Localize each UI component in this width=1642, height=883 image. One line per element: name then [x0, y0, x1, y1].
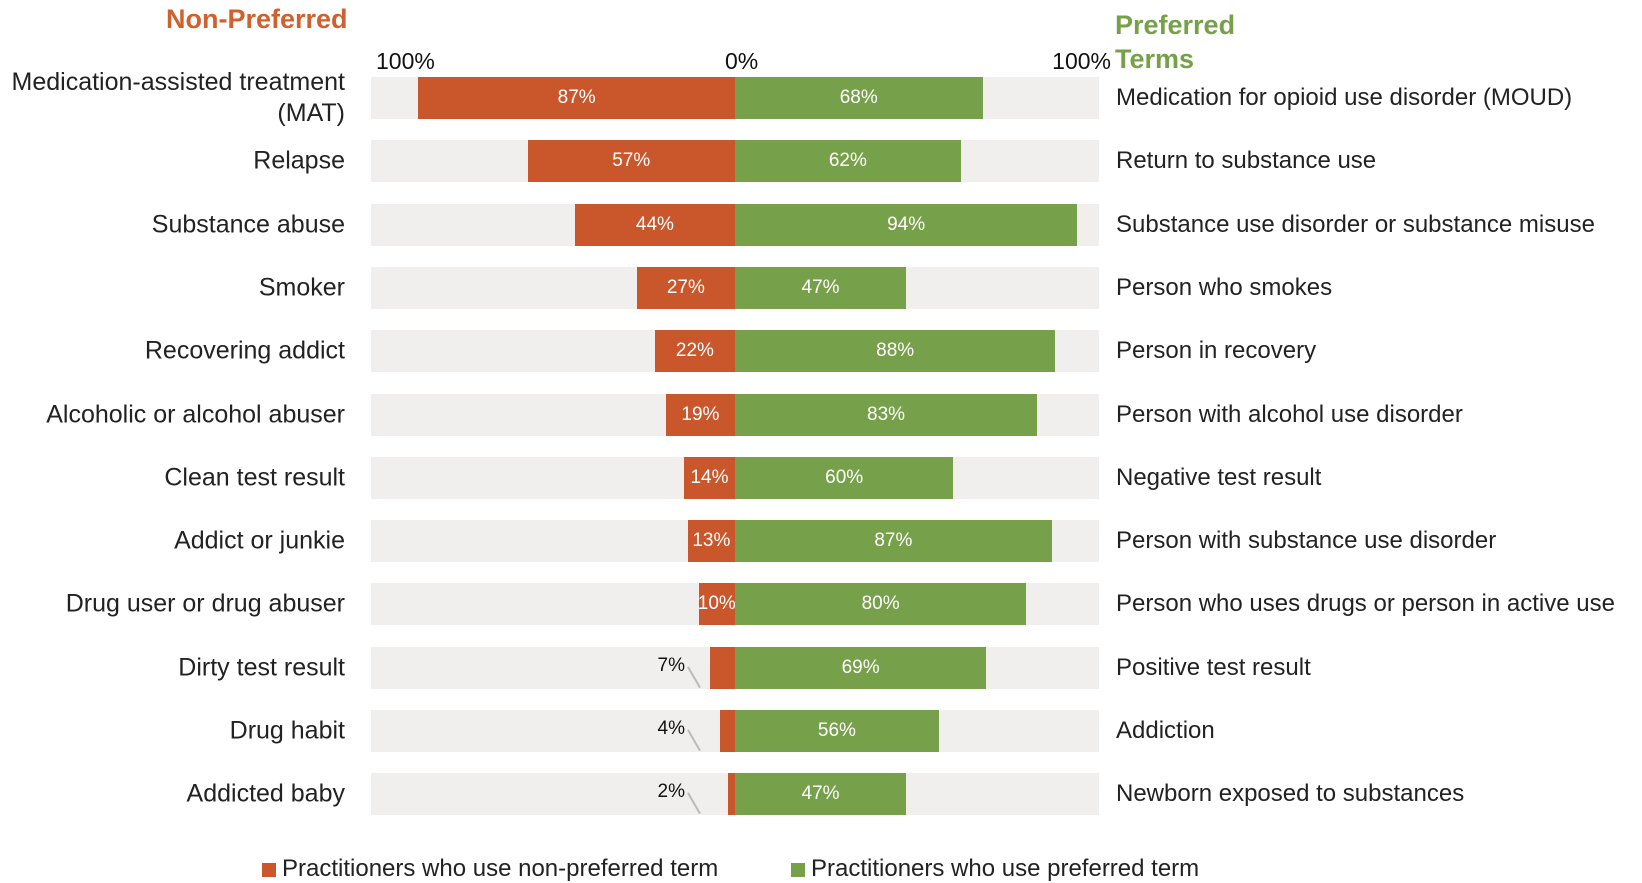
category-label: Addicted baby	[186, 779, 345, 808]
preferred-term-label: Substance use disorder or substance misu…	[1116, 210, 1595, 238]
preferred-term-label: Person who smokes	[1116, 273, 1333, 301]
x-tick-label: 100%	[376, 48, 435, 74]
value-label: 14%	[690, 466, 729, 488]
bar	[698, 583, 735, 626]
value-label: 69%	[841, 656, 880, 678]
preferred-term-label: Addiction	[1116, 717, 1215, 744]
value-label: 87%	[557, 87, 596, 108]
value-label: 62%	[828, 150, 867, 172]
category-label: Recovering addict	[144, 336, 345, 365]
value-label: 19%	[681, 403, 720, 425]
preferred-term-label: Person in recovery	[1116, 337, 1317, 365]
bar	[709, 646, 735, 689]
bar	[735, 710, 939, 752]
bar	[735, 646, 987, 689]
value-label: 10%	[697, 593, 736, 615]
bar	[418, 77, 735, 119]
bar	[574, 203, 735, 246]
category-label: Substance abuse	[151, 210, 345, 239]
value-label: 47%	[801, 276, 840, 298]
category-label: Drug habit	[229, 716, 345, 745]
bar	[735, 140, 961, 183]
value-label: 13%	[692, 530, 731, 552]
bar	[636, 266, 735, 309]
category-label: Smoker	[258, 273, 345, 302]
bar	[735, 773, 907, 816]
category-label: Alcoholic or alcohol abuser	[46, 400, 345, 428]
value-label: 88%	[876, 340, 915, 362]
preferred-term-label: Return to substance use	[1116, 147, 1377, 175]
value-label: 83%	[867, 403, 906, 425]
bar	[735, 330, 1056, 373]
preferred-term-label: Positive test result	[1116, 653, 1311, 681]
preferred-term-label: Person with substance use disorder	[1116, 527, 1497, 555]
value-label: 94%	[887, 213, 926, 235]
value-label: 68%	[839, 87, 878, 108]
bar	[684, 456, 735, 499]
value-label: 27%	[666, 276, 705, 298]
value-label: 80%	[861, 593, 900, 615]
left-title: Non-Preferred	[166, 4, 348, 34]
category-label: Dirty test result	[178, 653, 345, 682]
right-title: Preferred Terms	[1115, 10, 1236, 74]
value-label: 7%	[657, 654, 685, 676]
value-label: 22%	[675, 340, 714, 362]
bar	[527, 140, 735, 183]
legend-swatch	[262, 863, 276, 877]
bar	[720, 710, 735, 752]
value-label: 87%	[874, 530, 913, 552]
bar	[735, 77, 983, 119]
legend-label: Practitioners who use preferred term	[811, 855, 1200, 882]
category-label: Drug user or drug abuser	[65, 589, 345, 618]
legend-label: Practitioners who use non-preferred term	[282, 855, 719, 882]
bar	[735, 520, 1052, 563]
value-label: 2%	[657, 781, 685, 803]
x-tick-label: 100%	[1052, 48, 1111, 74]
x-tick-label: 0%	[725, 48, 759, 74]
value-label: 60%	[825, 466, 864, 488]
preferred-term-label: Negative test result	[1116, 463, 1322, 491]
category-label: Addict or junkie	[174, 526, 345, 555]
bar	[654, 330, 735, 373]
legend-swatch	[791, 863, 805, 877]
bar	[735, 456, 954, 499]
category-label: Clean test result	[164, 463, 345, 492]
bar	[727, 773, 735, 816]
preferred-term-label: Newborn exposed to substances	[1116, 780, 1465, 808]
category-label: Relapse	[253, 146, 345, 175]
value-label: 56%	[817, 720, 856, 741]
bar	[735, 266, 907, 309]
preferred-term-label: Person who uses drugs or person in activ…	[1116, 590, 1615, 618]
value-label: 44%	[635, 213, 674, 235]
value-label: 57%	[612, 150, 651, 172]
bar	[735, 583, 1027, 626]
value-label: 47%	[801, 783, 840, 805]
category-label: Medication-assisted treatment (MAT)	[11, 68, 345, 127]
preferred-term-label: Medication for opioid use disorder (MOUD…	[1116, 84, 1573, 111]
value-label: 4%	[657, 718, 685, 739]
bar	[665, 393, 735, 436]
bar	[687, 520, 735, 563]
bar	[735, 393, 1038, 436]
preferred-term-label: Person with alcohol use disorder	[1116, 400, 1463, 428]
bar	[735, 203, 1078, 246]
